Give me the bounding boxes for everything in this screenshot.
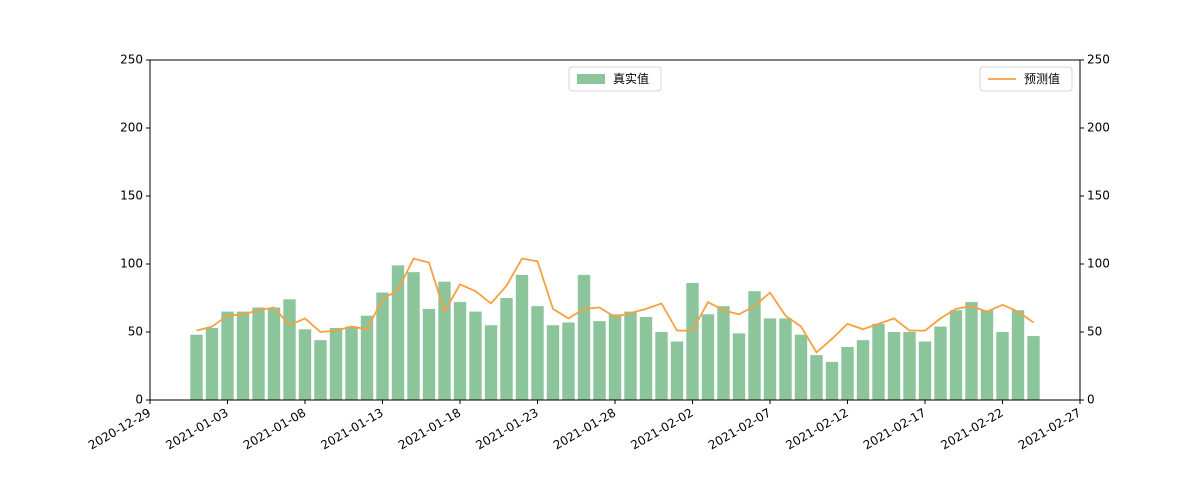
bar (670, 341, 684, 400)
bar (934, 326, 947, 400)
bar (872, 323, 885, 400)
bar (903, 332, 916, 400)
bar (577, 274, 591, 400)
y2-tick-label: 100 (1087, 257, 1110, 271)
bar (267, 307, 281, 400)
bar (624, 311, 637, 400)
bar (841, 346, 854, 400)
bar (283, 299, 296, 400)
y-tick-label: 50 (128, 325, 143, 339)
bar (686, 283, 699, 400)
bar (810, 355, 823, 400)
legend-box (979, 66, 1073, 92)
y-tick-label: 0 (135, 393, 143, 407)
bar (236, 311, 250, 400)
bar (252, 307, 265, 400)
bar (887, 332, 901, 400)
bar (763, 318, 777, 400)
legend: 预测值 (979, 66, 1073, 92)
y-tick-label: 150 (120, 189, 143, 203)
y2-tick-label: 250 (1087, 53, 1110, 67)
bar (825, 361, 839, 400)
bar (608, 314, 622, 400)
bar (469, 311, 482, 400)
bar (314, 340, 327, 400)
bar (717, 306, 730, 400)
bar (484, 325, 498, 400)
bar (438, 281, 451, 400)
bar (562, 322, 575, 400)
bar (779, 318, 792, 400)
bar (515, 274, 529, 400)
bar (360, 315, 374, 400)
bar (329, 327, 343, 400)
bar (655, 332, 668, 400)
y2-tick-label: 50 (1087, 325, 1102, 339)
legend-box (568, 66, 662, 92)
legend: 真实值 (568, 66, 662, 92)
legend-label: 预测值 (1024, 71, 1060, 86)
bar (407, 272, 420, 400)
y-tick-label: 100 (120, 257, 143, 271)
y2-tick-label: 200 (1087, 121, 1110, 135)
y2-tick-label: 0 (1087, 393, 1095, 407)
bar (221, 311, 234, 400)
bar (453, 302, 467, 400)
bar (205, 327, 219, 400)
y-tick-label: 250 (120, 53, 143, 67)
bar (965, 302, 978, 400)
bar (639, 317, 653, 400)
bar (1011, 310, 1025, 400)
bar (345, 326, 358, 400)
bar (500, 298, 513, 400)
bar (794, 334, 808, 400)
bar (422, 308, 436, 400)
bar (593, 321, 606, 400)
y-tick-label: 200 (120, 121, 143, 135)
bar (949, 310, 963, 400)
bar (190, 334, 203, 400)
bar (1027, 336, 1040, 400)
bar (391, 265, 405, 400)
line (196, 257, 1035, 354)
bar (918, 341, 932, 400)
legend-swatch (577, 74, 605, 84)
y2-tick-label: 150 (1087, 189, 1110, 203)
bar (980, 310, 994, 400)
bar (701, 314, 715, 400)
bar (376, 292, 389, 400)
bar (546, 325, 560, 400)
legend-label: 真实值 (613, 71, 649, 86)
bar (298, 329, 312, 400)
bar (856, 340, 870, 400)
bar (732, 333, 746, 400)
bar (531, 306, 544, 400)
bar (996, 332, 1009, 400)
bar (748, 291, 761, 400)
